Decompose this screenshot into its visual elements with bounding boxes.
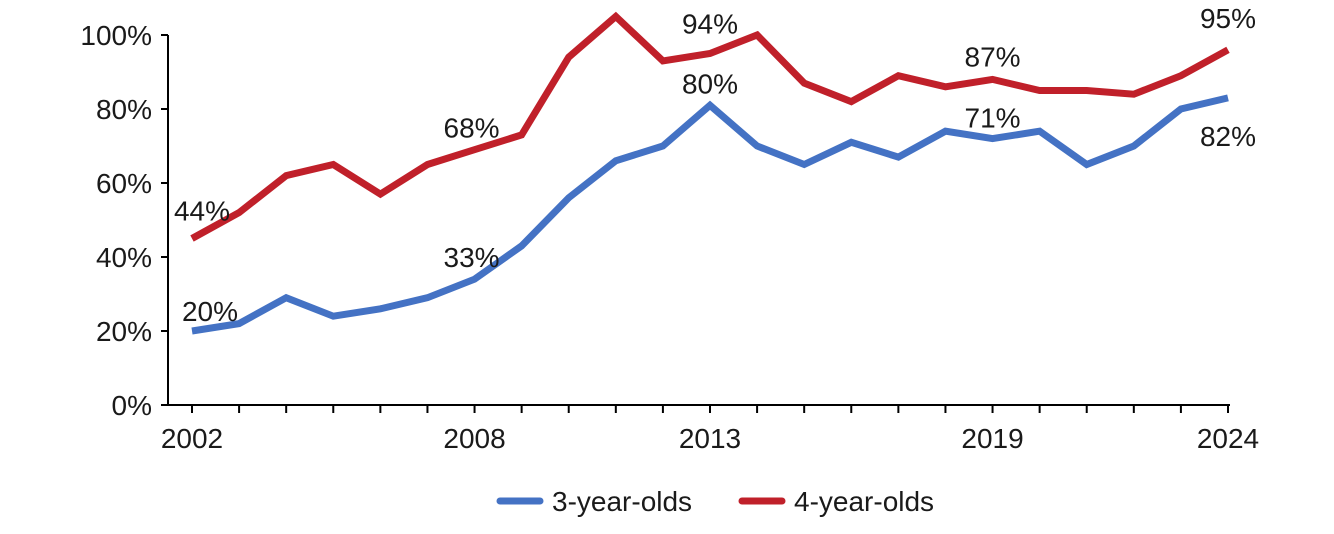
series-lines (190, 11, 1230, 335)
legend: 3-year-olds 4-year-olds (496, 486, 934, 517)
data-label: 44% (174, 196, 230, 227)
data-label: 87% (965, 41, 1021, 72)
legend-label: 3-year-olds (552, 486, 692, 517)
x-tick-label: 2002 (161, 423, 223, 454)
data-label: 95% (1200, 3, 1256, 34)
data-label: 94% (682, 9, 738, 40)
data-label: 33% (444, 242, 500, 273)
x-tick-label: 2024 (1197, 423, 1259, 454)
data-label: 80% (682, 68, 738, 99)
y-tick-label: 0% (112, 390, 152, 421)
x-tick-label: 2008 (443, 423, 505, 454)
y-tick-label: 20% (96, 316, 152, 347)
x-tick-label: 2019 (961, 423, 1023, 454)
data-labels: 20% 33% 80% 71% 82% 44% 68% 94% 87% 95% (174, 3, 1256, 327)
data-label: 71% (965, 103, 1021, 134)
data-label: 20% (182, 296, 238, 327)
series-line-3-year-olds (191, 94, 1229, 335)
data-label: 68% (444, 113, 500, 144)
series-line-4-year-olds (190, 11, 1230, 242)
y-tick-label: 80% (96, 94, 152, 125)
data-label: 82% (1200, 121, 1256, 152)
legend-label: 4-year-olds (794, 486, 934, 517)
axes: 0% 20% 40% 60% 80% 100% 2002 2008 2013 2019 2024 (80, 20, 1259, 454)
y-tick-label: 60% (96, 168, 152, 199)
y-tick-label: 100% (80, 20, 152, 51)
x-tick-label: 2013 (679, 423, 741, 454)
y-tick-label: 40% (96, 242, 152, 273)
